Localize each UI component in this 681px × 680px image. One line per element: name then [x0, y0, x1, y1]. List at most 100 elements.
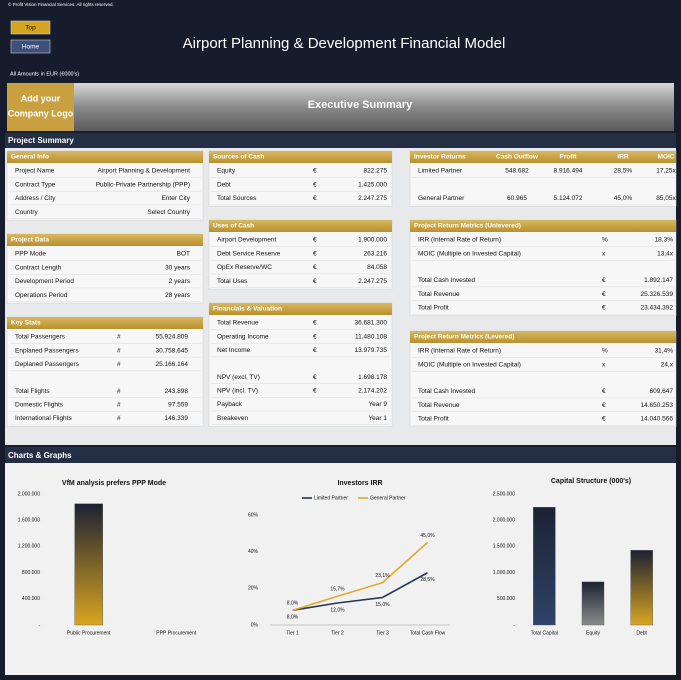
page-title: Airport Planning & Development Financial… [183, 35, 506, 52]
x-tick-label: Equity [586, 630, 600, 636]
row-value: 17,25x [656, 168, 676, 175]
bar [630, 550, 653, 626]
row-label: Total Revenue [217, 320, 259, 327]
row-value: 1.892.147 [644, 277, 673, 284]
data-label: 23,1% [375, 573, 390, 579]
y-tick-label: 0% [251, 622, 259, 628]
chart-title: Investors IRR [337, 480, 382, 487]
row-label: Operations Period [15, 292, 68, 299]
row-value: 25.326.539 [640, 291, 673, 298]
top-button[interactable] [10, 20, 51, 35]
row-value: 8.916.494 [554, 168, 583, 175]
y-tick-label: 1.600.000 [18, 518, 40, 524]
row-label: International Flights [15, 415, 72, 422]
row-unit: € [602, 402, 606, 409]
row-label: OpEx Reserve/WC [217, 264, 272, 271]
row-value: 1.425.000 [358, 181, 387, 188]
row-label: Net Income [217, 347, 251, 354]
row-unit: # [117, 388, 121, 395]
row-value: 548.682 [505, 168, 529, 175]
row-label: Total Revenue [418, 402, 460, 409]
chart-title: VfM analysis prefers PPP Mode [62, 480, 166, 487]
table-title: Key Stats [11, 320, 41, 327]
row-value: 11.480.108 [355, 333, 387, 340]
row-value: 36.681.300 [354, 320, 387, 327]
row-label: Breakeven [217, 415, 248, 422]
bar [533, 507, 556, 626]
table-header [7, 234, 203, 246]
row-value: 85,05x [656, 195, 676, 202]
line-series [292, 541, 429, 612]
row-label: Total Profit [418, 305, 449, 312]
row-value: 14.040.566 [640, 416, 673, 423]
row-value: 1.900.000 [358, 237, 387, 244]
row-value: 55.924.809 [155, 334, 188, 341]
row-unit: # [117, 361, 121, 368]
data-label: 15,0% [375, 602, 390, 608]
row-value: 60.965 [507, 195, 527, 202]
row-label: PPP Mode [15, 251, 46, 258]
row-label: Total Cash Invested [418, 388, 475, 395]
row-label: Debt Service Reserve [217, 250, 281, 257]
x-tick-label: PPP Procurement [156, 630, 197, 636]
row-label: Total Uses [217, 278, 248, 285]
line-series [292, 572, 428, 612]
row-label: Payback [217, 401, 243, 408]
x-tick-label: Public Procurement [67, 630, 111, 636]
x-tick-label: Total Capital [531, 630, 559, 636]
row-value: Year 9 [368, 401, 387, 408]
table-title: Project Data [11, 237, 49, 244]
logo-box [7, 83, 74, 131]
row-value: 146.339 [165, 415, 189, 422]
data-label: 8,0% [287, 615, 299, 621]
row-unit: € [313, 374, 317, 381]
row-value: 23.434.392 [640, 305, 673, 312]
amounts-note: All Amounts in EUR (€000's) [10, 71, 79, 77]
row-label: General Partner [418, 195, 465, 202]
row-label: Operating Income [217, 333, 269, 340]
row-value: 28,5% [614, 168, 633, 175]
y-tick-label: 1.200.000 [18, 544, 40, 550]
row-label: Total Passengers [15, 334, 66, 341]
row-unit: € [313, 320, 317, 327]
y-tick-label: 2.000.000 [493, 518, 515, 524]
row-unit: € [313, 388, 317, 395]
row-value: 609.647 [650, 388, 674, 395]
row-value: 84.058 [367, 264, 387, 271]
row-value: BOT [177, 251, 190, 258]
row-label: NPV (excl. TV) [217, 374, 260, 381]
row-value: 14.650.253 [640, 402, 673, 409]
top-button-label[interactable]: Top [25, 25, 36, 32]
row-label: Total Cash Invested [418, 277, 475, 284]
table-header [7, 317, 203, 329]
data-label: 8,0% [287, 601, 299, 607]
y-tick-label: 2.000.000 [18, 491, 40, 497]
row-value: 13,4x [657, 250, 674, 257]
y-tick-label: 1.000.000 [493, 570, 515, 576]
row-value: 30 years [165, 264, 191, 271]
table-header [209, 220, 392, 232]
home-button-label[interactable]: Home [22, 44, 40, 51]
bar [74, 503, 103, 626]
home-button[interactable] [10, 39, 51, 54]
table-header [209, 151, 392, 163]
copyright: © Profit Vision Financial Services. All … [8, 1, 114, 7]
data-label: 12,0% [330, 607, 345, 613]
table-title: General Info [11, 154, 49, 161]
table-title: Project Return Metrics (Unlevered) [414, 223, 521, 230]
section-bar [5, 447, 676, 463]
row-label: Airport Development [217, 237, 276, 244]
section-bar [5, 133, 676, 148]
row-value: Enter City [161, 195, 190, 202]
x-tick-label: Tier 2 [331, 630, 344, 636]
row-unit: x [602, 250, 606, 257]
row-label: Country [15, 209, 39, 216]
row-value: 45,0% [614, 195, 633, 202]
row-value: 24,x [661, 361, 674, 368]
row-value: 97.559 [168, 402, 188, 409]
bar [581, 581, 605, 626]
data-label: 28,5% [420, 577, 435, 583]
y-tick-label: 1.500.000 [493, 544, 515, 550]
